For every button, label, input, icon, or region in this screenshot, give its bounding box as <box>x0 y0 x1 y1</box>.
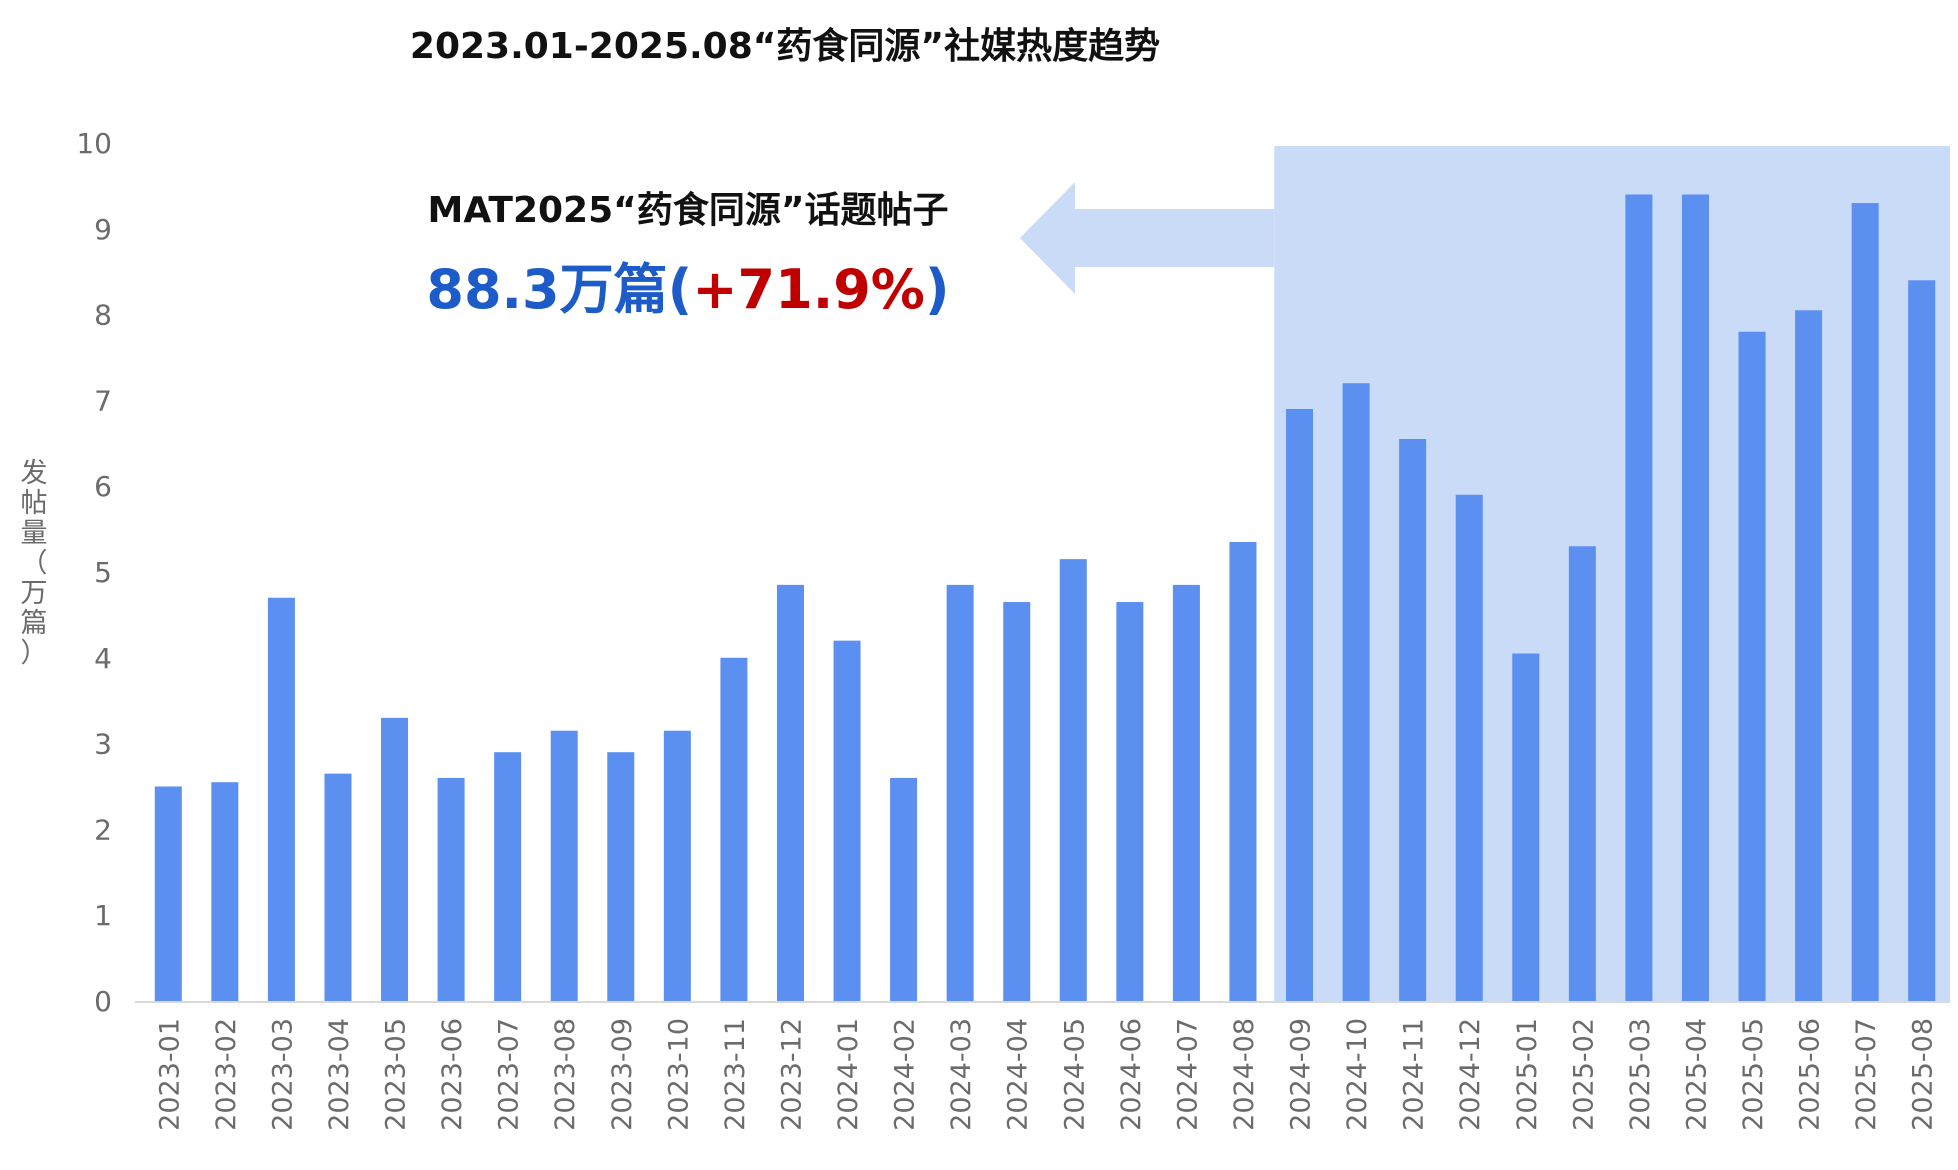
x-tick-label: 2024-08 <box>1229 1018 1260 1131</box>
y-axis-label-char: 万 <box>21 578 48 609</box>
bar-2023-03 <box>267 597 295 1001</box>
x-tick-label: 2025-02 <box>1568 1018 1599 1131</box>
x-tick-label: 2023-01 <box>154 1018 185 1131</box>
bar-2025-07 <box>1851 203 1879 1001</box>
bar-2024-04 <box>1003 602 1031 1001</box>
annotation-title: MAT2025“药食同源”话题帖子 <box>428 190 949 231</box>
y-tick-label: 5 <box>94 556 112 589</box>
bar-2024-08 <box>1229 541 1257 1001</box>
bar-2025-01 <box>1512 653 1540 1001</box>
y-tick-label: 3 <box>94 728 112 761</box>
y-tick-label: 10 <box>76 127 112 160</box>
bar-2025-04 <box>1681 194 1709 1002</box>
bar-2023-11 <box>720 657 748 1001</box>
y-tick-label: 9 <box>94 213 112 246</box>
x-tick-label: 2023-03 <box>267 1018 298 1131</box>
bar-2023-10 <box>663 730 691 1001</box>
y-tick-label: 8 <box>94 299 112 332</box>
x-tick-label: 2023-11 <box>720 1018 751 1131</box>
bar-2023-07 <box>494 752 522 1001</box>
x-tick-label: 2024-02 <box>890 1018 921 1131</box>
x-tick-label: 2025-01 <box>1512 1018 1543 1131</box>
x-tick-label: 2024-09 <box>1286 1018 1317 1131</box>
x-tick-label: 2024-11 <box>1399 1018 1430 1131</box>
x-tick-label: 2023-06 <box>437 1018 468 1131</box>
chart-title: 2023.01-2025.08“药食同源”社媒热度趋势 <box>410 26 1160 67</box>
y-axis: 0 1 2 3 4 5 6 7 8 9 10 <box>76 127 112 1018</box>
x-tick-label: 2025-03 <box>1625 1018 1656 1131</box>
bar-2025-08 <box>1908 280 1936 1001</box>
x-tick-label: 2025-04 <box>1681 1018 1712 1131</box>
x-tick-label: 2025-05 <box>1738 1018 1769 1131</box>
bar-2024-05 <box>1059 559 1087 1001</box>
x-tick-label: 2024-03 <box>946 1018 977 1131</box>
bar-2023-09 <box>607 752 635 1001</box>
x-tick-label: 2025-08 <box>1908 1018 1939 1131</box>
x-tick-label: 2023-09 <box>607 1018 638 1131</box>
x-tick-label: 2023-02 <box>211 1018 242 1131</box>
bar-2024-02 <box>890 777 918 1001</box>
bar-2025-03 <box>1625 194 1653 1002</box>
highlight-layer <box>1274 146 1950 1001</box>
y-tick-label: 0 <box>94 985 112 1018</box>
x-tick-label: 2023-05 <box>381 1018 412 1131</box>
x-tick-label: 2024-04 <box>1003 1018 1034 1131</box>
bar-2024-10 <box>1342 383 1370 1001</box>
y-axis-label: 发帖量（万篇） <box>21 458 48 669</box>
bar-2023-04 <box>324 773 352 1001</box>
bar-2024-07 <box>1172 584 1200 1001</box>
bar-2025-06 <box>1795 310 1823 1001</box>
annotation-change: +71.9% <box>692 258 925 321</box>
bar-2025-02 <box>1568 546 1596 1001</box>
x-tick-label: 2023-07 <box>494 1018 525 1131</box>
x-tick-label: 2024-05 <box>1059 1018 1090 1131</box>
y-tick-label: 1 <box>94 899 112 932</box>
x-tick-label: 2024-12 <box>1455 1018 1486 1131</box>
bar-2024-12 <box>1455 494 1483 1001</box>
x-tick-label: 2025-07 <box>1851 1018 1882 1131</box>
bar-2025-05 <box>1738 331 1766 1001</box>
x-tick-label: 2024-01 <box>833 1018 864 1131</box>
x-tick-label: 2023-12 <box>776 1018 807 1131</box>
y-axis-label-char: 量 <box>21 518 48 549</box>
x-tick-label: 2024-10 <box>1342 1018 1373 1131</box>
y-tick-label: 2 <box>94 813 112 846</box>
y-axis-label-char: 篇 <box>21 608 48 639</box>
annotation-value: 88.3万篇(+71.9%) <box>426 258 949 321</box>
x-tick-label: 2025-06 <box>1795 1018 1826 1131</box>
highlight-band <box>1274 146 1950 1001</box>
bars <box>154 194 1936 1002</box>
bar-2024-09 <box>1286 408 1314 1002</box>
x-axis: 2023-01 2023-02 2023-03 2023-04 2023-05 2023-… <box>154 1018 1938 1131</box>
x-tick-label: 2023-10 <box>663 1018 694 1131</box>
annotation-arrow <box>1020 182 1275 294</box>
bar-2023-12 <box>776 584 804 1001</box>
bar-2023-02 <box>211 782 239 1001</box>
bar-2024-06 <box>1116 602 1144 1001</box>
bar-2024-01 <box>833 640 861 1001</box>
y-tick-label: 4 <box>94 642 112 675</box>
x-tick-label: 2024-06 <box>1116 1018 1147 1131</box>
y-axis-label-char: ） <box>21 638 48 669</box>
annotation-count: 88.3万篇( <box>426 258 692 321</box>
bar-2024-11 <box>1399 439 1427 1001</box>
bar-2023-06 <box>437 777 465 1001</box>
y-tick-label: 7 <box>94 384 112 417</box>
x-tick-label: 2023-04 <box>324 1018 355 1131</box>
annotation-close-paren: ) <box>925 258 950 321</box>
y-tick-label: 6 <box>94 470 112 503</box>
bar-2023-08 <box>550 730 578 1001</box>
bar-2024-03 <box>946 584 974 1001</box>
bar-2023-01 <box>154 786 182 1001</box>
y-axis-label-char: 帖 <box>21 488 48 519</box>
y-axis-label-char: （ <box>21 548 48 579</box>
bar-2023-05 <box>381 717 409 1001</box>
x-tick-label: 2023-08 <box>550 1018 581 1131</box>
y-axis-label-char: 发 <box>21 458 48 489</box>
x-tick-label: 2024-07 <box>1172 1018 1203 1131</box>
annotation-layer: MAT2025“药食同源”话题帖子 88.3万篇(+71.9%) <box>426 182 1275 321</box>
